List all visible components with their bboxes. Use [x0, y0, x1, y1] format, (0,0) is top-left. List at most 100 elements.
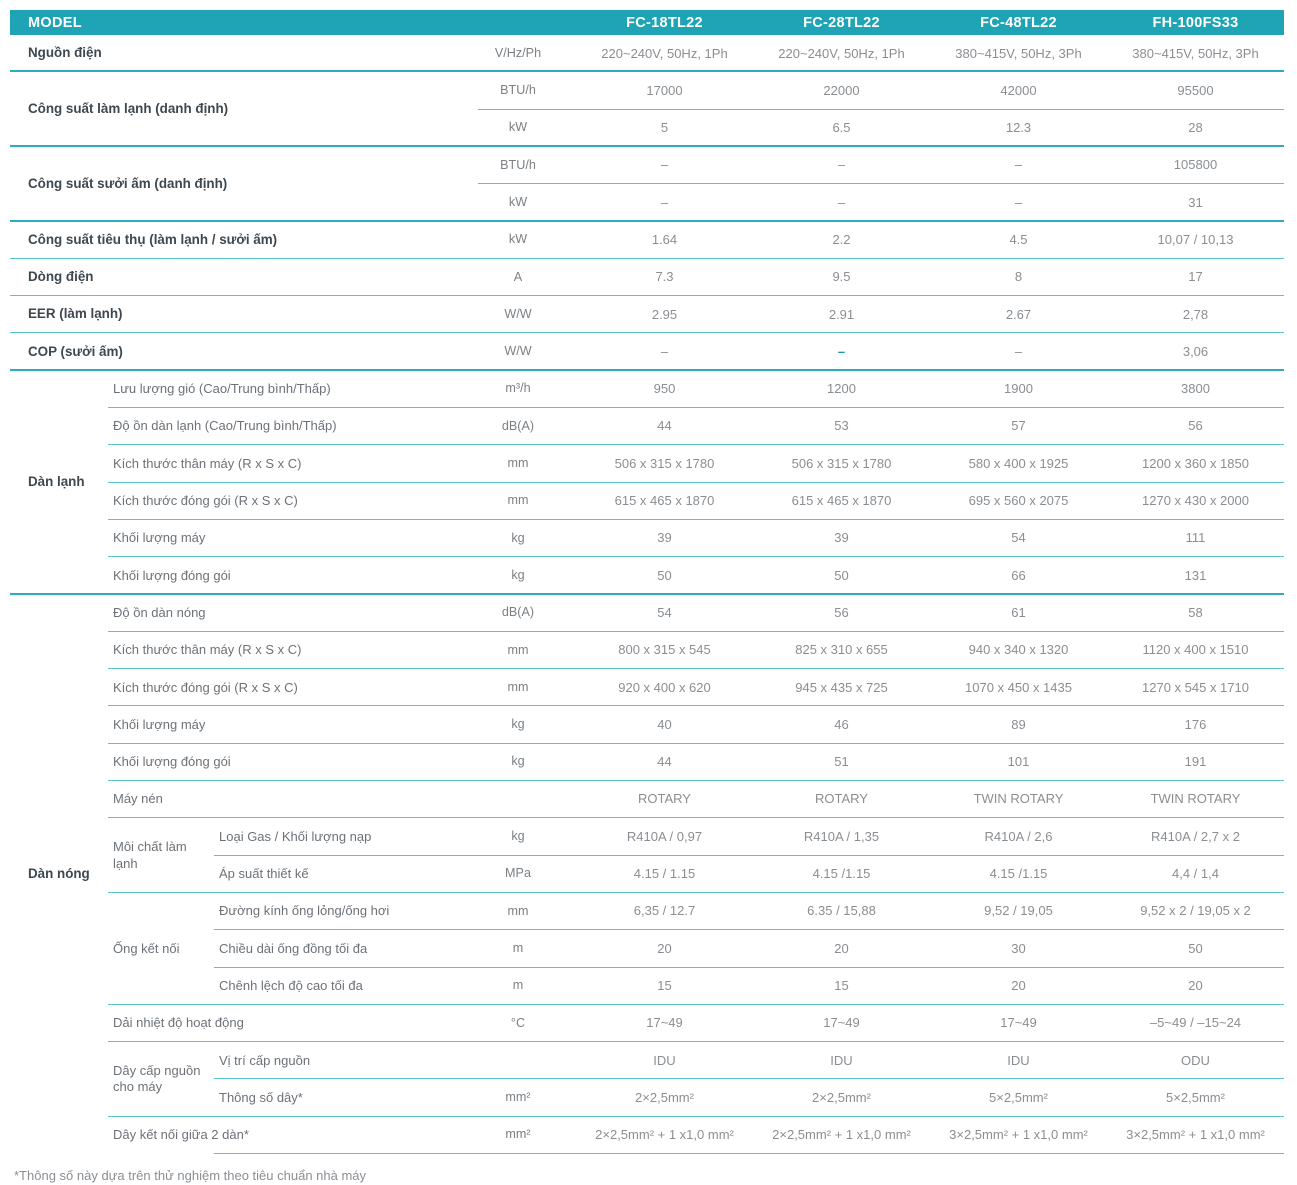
unit-cell: mm: [507, 679, 529, 694]
value-cell: 61: [1011, 604, 1026, 620]
value-cell: 3800: [1181, 381, 1210, 397]
value-cell: 615 x 465 x 1870: [614, 493, 715, 509]
value-cell: 4.5: [1009, 232, 1028, 247]
value-cell: R410A / 1,35: [803, 828, 880, 844]
unit-cell: m³/h: [505, 381, 531, 396]
value-cell: 46: [834, 716, 849, 732]
row-label: Khối lượng đóng gói: [113, 754, 231, 770]
value-cell: 4.15 /1.15: [812, 866, 871, 882]
value-cell: 3,06: [1182, 343, 1209, 359]
value-cell: 51: [834, 754, 849, 770]
value-cell: 1120 x 400 x 1510: [1142, 642, 1249, 658]
value-cell: 825 x 310 x 655: [795, 642, 888, 658]
value-cell: 3×2,5mm² + 1 x1,0 mm²: [949, 1127, 1088, 1143]
value-cell: IDU: [653, 1052, 676, 1068]
value-cell: 42000: [1000, 82, 1037, 98]
value-cell: –: [660, 343, 669, 359]
value-cell: 695 x 560 x 2075: [968, 493, 1069, 509]
unit-cell: kW: [508, 232, 528, 247]
row-label: Khối lượng đóng gói: [113, 567, 231, 583]
unit-cell: mm²: [505, 1127, 531, 1142]
row-label: Dải nhiệt độ hoạt động: [113, 1015, 244, 1031]
value-cell: 1900: [1004, 381, 1033, 397]
subgroup-label: Môi chất làm lạnh: [113, 839, 187, 871]
value-cell: 2,78: [1182, 306, 1209, 322]
value-cell: 2×2,5mm² + 1 x1,0 mm²: [595, 1127, 734, 1143]
value-cell: 39: [657, 530, 672, 546]
value-cell: 131: [1184, 567, 1207, 583]
value-cell: 12.3: [1005, 120, 1032, 136]
value-cell: 56: [1188, 418, 1203, 434]
value-cell: 940 x 340 x 1320: [968, 642, 1069, 658]
value-cell: 6,35 / 12.7: [633, 903, 696, 919]
spec-table: MODEL FC-18TL22 FC-28TL22 FC-48TL22 FH-100F…: [10, 10, 1284, 1154]
subgroup-label: Dây cấp nguồn cho máy: [113, 1063, 201, 1095]
value-cell: 4.15 /1.15: [989, 866, 1048, 882]
value-cell: 7.3: [655, 269, 674, 285]
value-cell: 57: [1011, 418, 1026, 434]
value-cell: IDU: [1007, 1052, 1030, 1068]
unit-cell: kW: [508, 194, 528, 209]
value-cell: 17000: [646, 82, 683, 98]
unit-cell: m: [512, 978, 524, 993]
model-column-header: FC-48TL22: [930, 10, 1107, 35]
unit-cell: BTU/h: [500, 157, 536, 172]
row-label: Khối lượng máy: [113, 530, 206, 546]
row-label: Đường kính ống lỏng/ống hơi: [219, 903, 390, 919]
unit-cell: kg: [511, 530, 525, 545]
value-cell: 56: [834, 604, 849, 620]
value-cell: 17: [1188, 269, 1203, 285]
unit-cell: W/W: [504, 344, 532, 359]
value-cell: 1070 x 450 x 1435: [965, 679, 1072, 695]
value-cell: 105800: [1173, 157, 1218, 173]
row-label: COP (sưởi ấm): [28, 343, 123, 359]
value-cell: 40: [657, 716, 672, 732]
value-cell: 15: [834, 977, 849, 993]
value-cell: 54: [657, 604, 672, 620]
value-cell: 9.5: [832, 269, 851, 285]
value-cell: 580 x 400 x 1925: [968, 455, 1069, 471]
value-cell: 9,52 / 19,05: [984, 903, 1053, 919]
model-column-header: FC-28TL22: [753, 10, 930, 35]
row-label: Chiều dài ống đồng tối đa: [219, 940, 368, 956]
value-cell: 3×2,5mm² + 1 x1,0 mm²: [1126, 1127, 1265, 1143]
value-cell: 50: [1188, 940, 1203, 956]
value-cell: –: [1014, 343, 1023, 359]
subgroup-label: Ống kết nối: [113, 940, 180, 956]
value-cell: 20: [1011, 977, 1026, 993]
value-cell: 5: [660, 120, 669, 136]
value-cell: 380~415V, 50Hz, 3Ph: [955, 45, 1082, 61]
value-cell: 22000: [823, 82, 860, 98]
value-cell: –: [837, 343, 846, 359]
spec-sheet-page: MODEL FC-18TL22 FC-28TL22 FC-48TL22 FH-100F…: [0, 10, 1297, 1183]
row-label: Lưu lượng gió (Cao/Trung bình/Thấp): [113, 381, 331, 397]
unit-cell: kg: [511, 717, 525, 732]
value-cell: 4.15 / 1.15: [633, 866, 696, 882]
unit-cell: kg: [511, 829, 525, 844]
unit-cell: mm²: [505, 1090, 531, 1105]
value-cell: –: [837, 194, 846, 210]
unit-cell: dB(A): [501, 418, 535, 433]
value-cell: 20: [834, 940, 849, 956]
value-cell: 54: [1011, 530, 1026, 546]
row-label: Áp suất thiết kế: [219, 866, 309, 882]
value-cell: 1200: [827, 381, 856, 397]
value-cell: 1270 x 545 x 1710: [1142, 679, 1249, 695]
row-label: Khối lượng máy: [113, 716, 206, 732]
model-header-label: MODEL: [10, 10, 576, 35]
value-cell: 220~240V, 50Hz, 1Ph: [601, 45, 728, 61]
value-cell: 1270 x 430 x 2000: [1142, 493, 1249, 509]
value-cell: 44: [657, 754, 672, 770]
value-cell: 220~240V, 50Hz, 1Ph: [778, 45, 905, 61]
value-cell: 2×2,5mm²: [812, 1089, 871, 1105]
value-cell: 44: [657, 418, 672, 434]
unit-cell: mm: [507, 903, 529, 918]
value-cell: R410A / 0,97: [626, 828, 703, 844]
unit-cell: kg: [511, 754, 525, 769]
value-cell: 1200 x 360 x 1850: [1142, 455, 1249, 471]
value-cell: 17~49: [823, 1015, 860, 1031]
value-cell: ROTARY: [638, 791, 691, 807]
unit-cell: mm: [507, 456, 529, 471]
row-label: Loại Gas / Khối lượng nạp: [219, 828, 372, 844]
value-cell: 4,4 / 1,4: [1172, 866, 1219, 882]
